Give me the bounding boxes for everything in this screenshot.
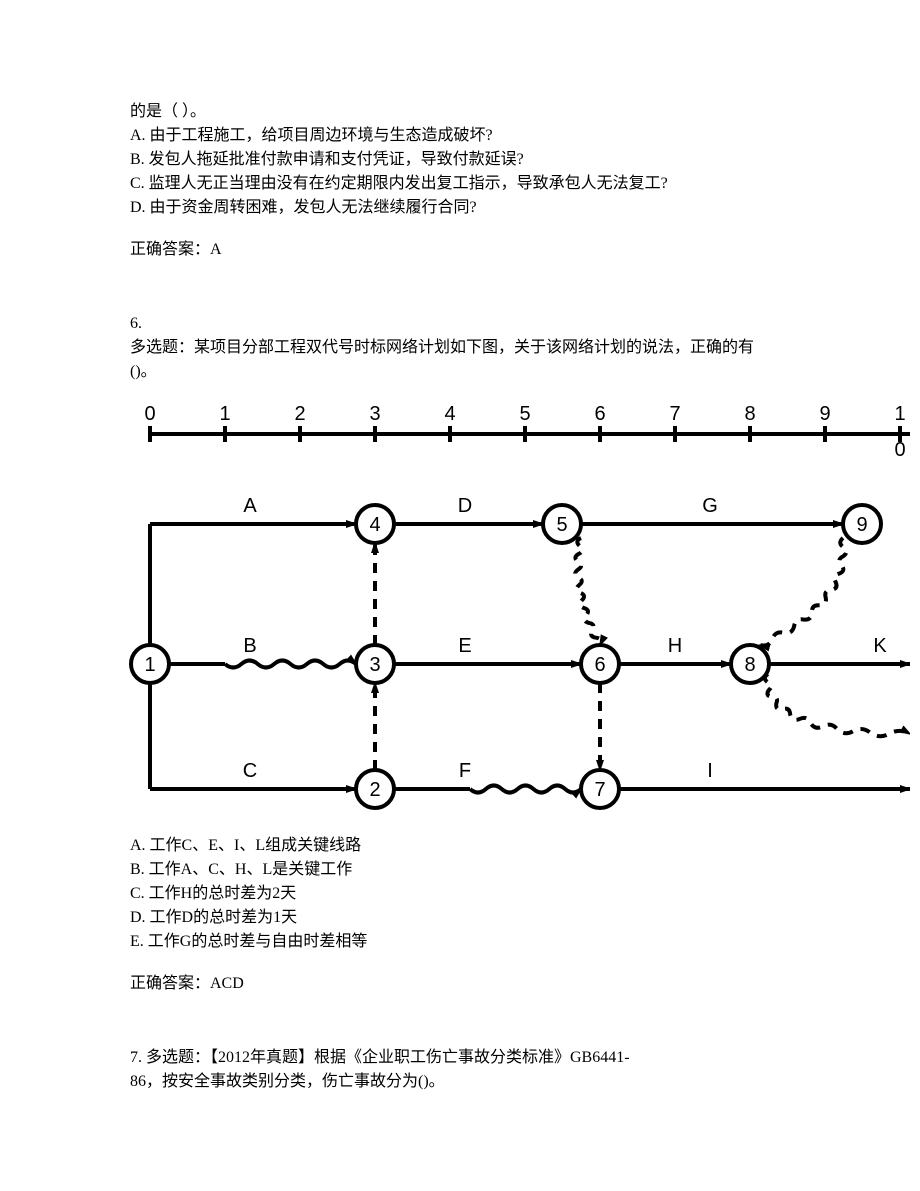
network-diagram: 012345678910ABCDEFGHIK123456789 [120, 394, 880, 814]
svg-text:G: G [702, 495, 718, 517]
question-7-block: 7. 多选题：【2012年真题】根据《企业职工伤亡事故分类标准》GB6441- … [130, 1046, 880, 1094]
svg-text:1: 1 [219, 403, 230, 425]
svg-text:I: I [707, 760, 713, 782]
question-5-block: 的是（ ）。 A. 由于工程施工，给项目周边环境与生态造成破坏? B. 发包人拖… [130, 100, 880, 262]
svg-text:3: 3 [369, 403, 380, 425]
q6-stem-2: ()。 [130, 360, 880, 384]
q5-stem-cont: 的是（ ）。 [130, 100, 880, 124]
svg-text:5: 5 [556, 514, 567, 536]
svg-text:7: 7 [594, 779, 605, 801]
q7-stem-1: 7. 多选题：【2012年真题】根据《企业职工伤亡事故分类标准》GB6441- [130, 1046, 880, 1070]
svg-text:A: A [243, 495, 257, 517]
q6-option-b: B. 工作A、C、H、L是关键工作 [130, 858, 880, 882]
svg-text:8: 8 [744, 654, 755, 676]
svg-text:4: 4 [444, 403, 455, 425]
q5-option-b: B. 发包人拖延批准付款申请和支付凭证，导致付款延误? [130, 148, 880, 172]
q5-option-d: D. 由于资金周转困难，发包人无法继续履行合同? [130, 196, 880, 220]
svg-text:D: D [458, 495, 472, 517]
svg-text:2: 2 [369, 779, 380, 801]
svg-text:6: 6 [594, 403, 605, 425]
svg-text:9: 9 [856, 514, 867, 536]
svg-text:4: 4 [369, 514, 380, 536]
svg-text:3: 3 [369, 654, 380, 676]
q6-stem-1: 多选题：某项目分部工程双代号时标网络计划如下图，关于该网络计划的说法，正确的有 [130, 336, 880, 360]
svg-text:K: K [873, 635, 887, 657]
svg-text:7: 7 [669, 403, 680, 425]
q5-option-a: A. 由于工程施工，给项目周边环境与生态造成破坏? [130, 124, 880, 148]
svg-text:B: B [243, 635, 256, 657]
svg-text:8: 8 [744, 403, 755, 425]
document-page: 的是（ ）。 A. 由于工程施工，给项目周边环境与生态造成破坏? B. 发包人拖… [0, 0, 920, 1154]
svg-text:2: 2 [294, 403, 305, 425]
svg-text:H: H [668, 635, 682, 657]
svg-text:1: 1 [144, 654, 155, 676]
svg-text:C: C [243, 760, 257, 782]
q6-option-e: E. 工作G的总时差与自由时差相等 [130, 930, 880, 954]
svg-text:9: 9 [819, 403, 830, 425]
q5-option-c: C. 监理人无正当理由没有在约定期限内发出复工指示，导致承包人无法复工? [130, 172, 880, 196]
q6-option-c: C. 工作H的总时差为2天 [130, 882, 880, 906]
q6-answer: 正确答案：ACD [130, 972, 880, 996]
q7-stem-2: 86，按安全事故类别分类，伤亡事故分为()。 [130, 1070, 880, 1094]
q6-option-a: A. 工作C、E、I、L组成关键线路 [130, 834, 880, 858]
q5-answer: 正确答案：A [130, 238, 880, 262]
q6-option-d: D. 工作D的总时差为1天 [130, 906, 880, 930]
question-6-block: 6. 多选题：某项目分部工程双代号时标网络计划如下图，关于该网络计划的说法，正确… [130, 312, 880, 996]
svg-text:5: 5 [519, 403, 530, 425]
svg-text:F: F [459, 760, 471, 782]
svg-text:6: 6 [594, 654, 605, 676]
svg-text:E: E [458, 635, 471, 657]
svg-text:1: 1 [894, 403, 905, 425]
svg-text:0: 0 [894, 439, 905, 461]
svg-text:0: 0 [144, 403, 155, 425]
q6-number: 6. [130, 312, 880, 336]
